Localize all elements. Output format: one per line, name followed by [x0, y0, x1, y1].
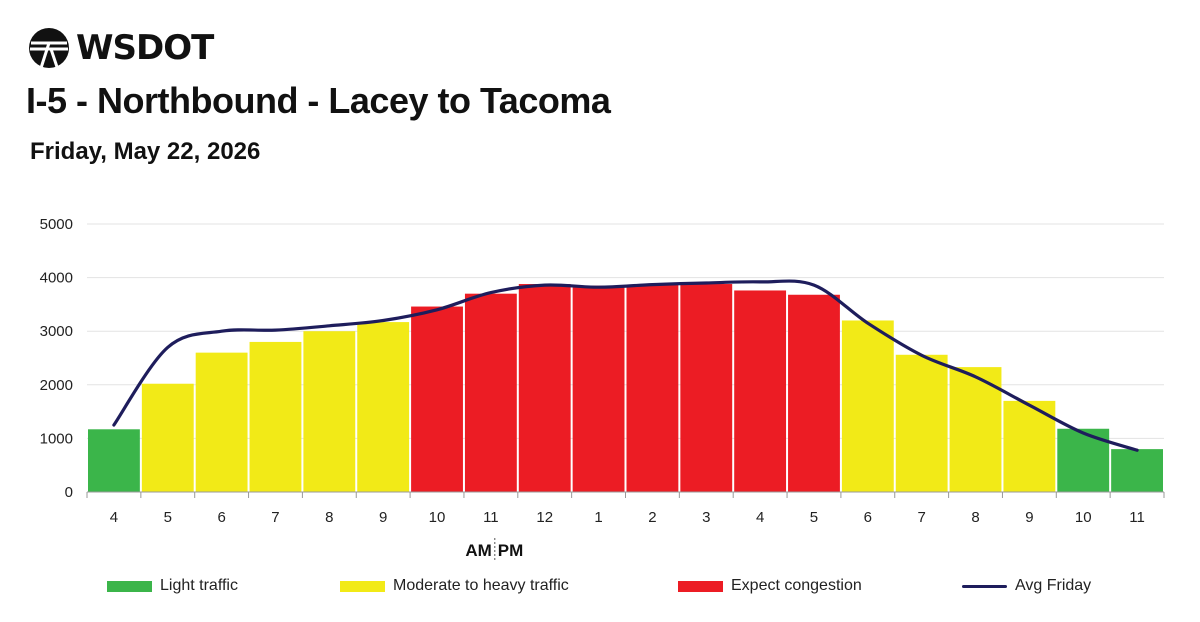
chart-title: I-5 - Northbound - Lacey to Tacoma — [26, 80, 611, 121]
bar — [734, 290, 787, 492]
x-tick-label: 9 — [1025, 509, 1033, 526]
bar — [195, 352, 248, 492]
x-tick-label: 2 — [648, 509, 656, 526]
x-tick-label: 10 — [429, 509, 446, 526]
legend-swatch-avg — [962, 584, 1007, 588]
legend-item-light: Light traffic — [107, 572, 238, 600]
legend-item-congestion: Expect congestion — [678, 572, 862, 600]
x-tick-label: 3 — [702, 509, 710, 526]
bar — [841, 320, 894, 492]
legend-label-avg: Avg Friday — [1015, 577, 1092, 594]
bar — [464, 293, 517, 492]
bar — [88, 429, 140, 492]
bar — [680, 284, 733, 492]
legend-swatch-light — [107, 580, 152, 592]
legend-label-congestion: Expect congestion — [731, 577, 862, 594]
wsdot-logo-icon — [29, 28, 69, 69]
logo-text: WSDOT — [76, 28, 214, 68]
x-tick-label: 4 — [110, 509, 118, 526]
bar — [411, 306, 463, 492]
y-tick-label: 1000 — [40, 430, 73, 447]
x-tick-label: 5 — [164, 509, 172, 526]
bar — [357, 322, 410, 492]
bar — [141, 383, 194, 492]
x-tick-label: 10 — [1075, 509, 1092, 526]
bar — [303, 331, 356, 492]
legend-swatch-congestion — [678, 580, 723, 592]
bar — [249, 341, 302, 492]
am-label: AM — [465, 541, 491, 560]
bar — [788, 294, 840, 492]
legend-label-moderate: Moderate to heavy traffic — [393, 577, 569, 594]
legend-item-moderate: Moderate to heavy traffic — [340, 572, 569, 600]
chart-subtitle: Friday, May 22, 2026 — [30, 138, 261, 165]
y-tick-label: 4000 — [40, 270, 73, 287]
y-tick-label: 3000 — [40, 323, 73, 340]
wsdot-logo: WSDOT — [28, 26, 214, 70]
pm-label: PM — [498, 541, 524, 560]
legend-label-light: Light traffic — [160, 577, 238, 594]
y-tick-label: 0 — [65, 484, 73, 501]
x-tick-label: 12 — [536, 509, 553, 526]
bar — [1111, 449, 1163, 492]
chart-legend: Light traffic Moderate to heavy traffic … — [0, 572, 1200, 602]
bar — [949, 367, 1002, 492]
x-tick-label: 11 — [483, 509, 499, 526]
bar — [518, 284, 571, 492]
avg-friday-line — [112, 279, 1139, 452]
x-tick-label: 4 — [756, 509, 764, 526]
x-tick-label: 5 — [810, 509, 818, 526]
bar — [895, 354, 948, 492]
y-tick-label: 2000 — [40, 377, 73, 394]
x-tick-label: 8 — [971, 509, 979, 526]
legend-item-avg: Avg Friday — [962, 572, 1091, 600]
x-tick-label: 7 — [918, 509, 926, 526]
x-tick-label: 9 — [379, 509, 387, 526]
y-tick-label: 5000 — [40, 216, 73, 233]
x-tick-label: 7 — [271, 509, 279, 526]
legend-swatch-moderate — [340, 580, 385, 592]
bar — [626, 284, 679, 492]
x-tick-label: 1 — [594, 509, 602, 526]
x-tick-label: 6 — [217, 509, 225, 526]
x-tick-label: 8 — [325, 509, 333, 526]
bar — [572, 285, 625, 492]
x-tick-label: 11 — [1129, 509, 1145, 526]
x-tick-label: 6 — [864, 509, 872, 526]
